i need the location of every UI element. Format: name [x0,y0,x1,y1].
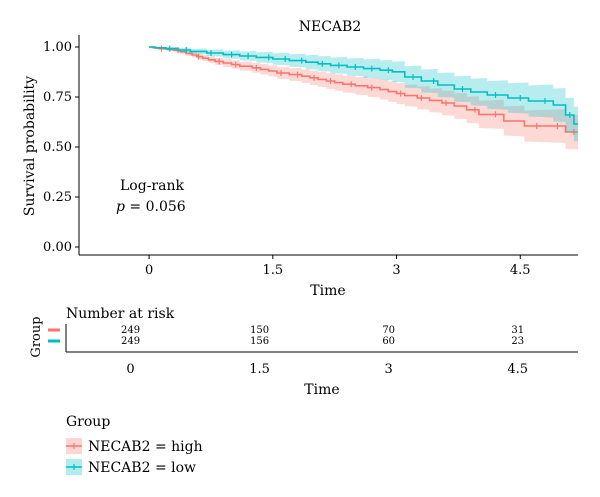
risk-count: 60 [382,336,395,347]
p-value-text: = 0.056 [125,199,186,215]
risk-table-title: Number at risk [66,306,175,322]
y-tick-label: 0.25 [43,190,72,205]
p-value-annotation: p = 0.056 [116,199,186,215]
confidence-band-high [149,47,578,150]
x-tick-label: 4.5 [510,263,531,278]
plot-area: 0.00 0.25 0.50 0.75 1.00 0 1.5 3 4.5 [43,35,578,278]
risk-x-tick-label: 4.5 [507,362,528,377]
y-tick-label: 0.00 [43,240,72,255]
risk-table-x-label: Time [304,382,339,398]
y-tick-label: 0.75 [43,90,72,105]
risk-count: 156 [250,336,269,347]
x-tick-label: 3 [392,263,400,278]
x-axis-label: Time [310,283,345,299]
y-tick-label: 1.00 [43,40,72,55]
y-axis-label: Survival probability [22,76,38,216]
risk-count: 70 [382,325,395,336]
risk-table: Number at risk Group Time 249 150 70 31 249 1… [29,306,578,398]
risk-x-tick-label: 0 [126,362,134,377]
legend-title: Group [66,414,110,430]
risk-count: 150 [250,325,269,336]
y-tick-label: 0.50 [43,140,72,155]
survival-line-high [149,46,578,133]
legend: Group NECAB2 = high NECAB2 = low [66,414,203,476]
risk-count: 249 [121,325,140,336]
logrank-label: Log-rank [120,178,184,194]
risk-x-tick-label: 3 [385,362,393,377]
risk-count: 249 [121,336,140,347]
risk-count: 31 [511,325,524,336]
legend-label: NECAB2 = low [88,460,196,476]
risk-x-tick-label: 1.5 [249,362,270,377]
x-tick-label: 1.5 [262,263,283,278]
risk-count: 23 [511,336,524,347]
chart-title: NECAB2 [299,19,362,35]
x-tick-label: 0 [145,263,153,278]
p-symbol: p [116,199,125,215]
risk-table-y-label: Group [29,316,44,357]
legend-label: NECAB2 = high [88,439,203,455]
